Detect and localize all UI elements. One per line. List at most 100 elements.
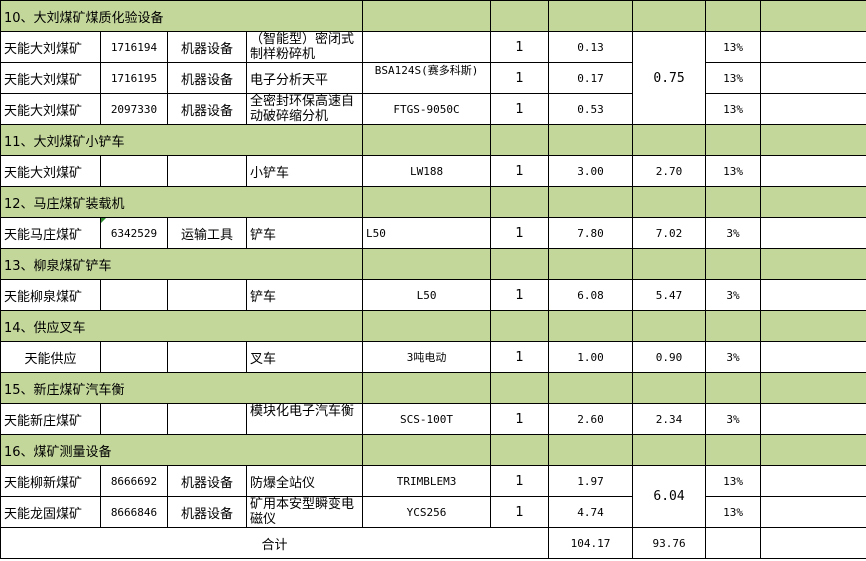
section-title[interactable]: 10、大刘煤矿煤质化验设备 — [0, 0, 364, 32]
section-cell[interactable] — [632, 124, 707, 156]
value-cell[interactable]: 7.80 — [548, 217, 634, 249]
asset-code-cell[interactable] — [100, 403, 168, 435]
section-cell[interactable] — [490, 372, 550, 404]
section-cell[interactable] — [760, 0, 866, 32]
asset-name-cell[interactable]: 小铲车 — [245, 155, 364, 187]
company-cell[interactable]: 天能供应 — [0, 341, 101, 373]
section-title[interactable]: 11、大刘煤矿小铲车 — [0, 124, 364, 156]
section-cell[interactable] — [760, 310, 866, 342]
tax-rate-cell[interactable]: 13% — [705, 93, 762, 125]
category-cell[interactable]: 运输工具 — [167, 217, 247, 249]
section-cell[interactable] — [548, 0, 634, 32]
asset-name-cell[interactable]: （智能型）密闭式制样粉碎机 — [245, 31, 364, 63]
section-cell[interactable] — [705, 124, 762, 156]
empty-cell[interactable] — [760, 496, 866, 528]
net-value-cell[interactable]: 6.04 — [632, 465, 707, 528]
empty-cell[interactable] — [760, 341, 866, 373]
quantity-cell[interactable]: 1 — [490, 341, 550, 373]
model-cell[interactable]: YCS256 — [362, 496, 492, 528]
section-cell[interactable] — [760, 248, 866, 280]
quantity-cell[interactable]: 1 — [490, 279, 550, 311]
section-cell[interactable] — [705, 372, 762, 404]
section-cell[interactable] — [548, 186, 634, 218]
section-cell[interactable] — [548, 434, 634, 466]
section-cell[interactable] — [548, 248, 634, 280]
section-cell[interactable] — [705, 248, 762, 280]
empty-cell[interactable] — [760, 279, 866, 311]
tax-rate-cell[interactable]: 3% — [705, 279, 762, 311]
company-cell[interactable]: 天能大刘煤矿 — [0, 93, 101, 125]
section-title[interactable]: 14、供应叉车 — [0, 310, 364, 342]
empty-cell[interactable] — [760, 465, 866, 497]
asset-code-cell[interactable] — [100, 341, 168, 373]
tax-rate-cell[interactable]: 3% — [705, 217, 762, 249]
tax-rate-cell[interactable]: 13% — [705, 31, 762, 63]
company-cell[interactable]: 天能大刘煤矿 — [0, 31, 101, 63]
empty-cell[interactable] — [705, 527, 762, 559]
section-cell[interactable] — [632, 310, 707, 342]
net-value-cell[interactable]: 0.90 — [632, 341, 707, 373]
section-cell[interactable] — [490, 310, 550, 342]
asset-code-cell[interactable] — [100, 279, 168, 311]
section-cell[interactable] — [705, 434, 762, 466]
company-cell[interactable]: 天能柳新煤矿 — [0, 465, 101, 497]
total-net-value[interactable]: 93.76 — [632, 527, 707, 559]
company-cell[interactable]: 天能大刘煤矿 — [0, 62, 101, 94]
section-cell[interactable] — [548, 310, 634, 342]
section-cell[interactable] — [705, 186, 762, 218]
quantity-cell[interactable]: 1 — [490, 31, 550, 63]
value-cell[interactable]: 1.97 — [548, 465, 634, 497]
company-cell[interactable]: 天能龙固煤矿 — [0, 496, 101, 528]
quantity-cell[interactable]: 1 — [490, 465, 550, 497]
section-cell[interactable] — [362, 0, 492, 32]
value-cell[interactable]: 2.60 — [548, 403, 634, 435]
empty-cell[interactable] — [760, 62, 866, 94]
total-value[interactable]: 104.17 — [548, 527, 634, 559]
net-value-cell[interactable]: 7.02 — [632, 217, 707, 249]
category-cell[interactable]: 机器设备 — [167, 496, 247, 528]
company-cell[interactable]: 天能大刘煤矿 — [0, 155, 101, 187]
asset-code-cell[interactable]: 8666846 — [100, 496, 168, 528]
net-value-cell[interactable]: 2.70 — [632, 155, 707, 187]
category-cell[interactable]: 机器设备 — [167, 93, 247, 125]
asset-name-cell[interactable]: 防爆全站仪 — [245, 465, 364, 497]
section-cell[interactable] — [760, 434, 866, 466]
category-cell[interactable] — [167, 155, 247, 187]
value-cell[interactable]: 1.00 — [548, 341, 634, 373]
section-cell[interactable] — [632, 434, 707, 466]
category-cell[interactable] — [167, 403, 247, 435]
company-cell[interactable]: 天能新庄煤矿 — [0, 403, 101, 435]
tax-rate-cell[interactable]: 13% — [705, 465, 762, 497]
tax-rate-cell[interactable]: 3% — [705, 341, 762, 373]
total-label[interactable]: 合计 — [0, 527, 550, 559]
model-cell[interactable]: L50 — [362, 279, 492, 311]
asset-code-cell[interactable]: 8666692 — [100, 465, 168, 497]
section-cell[interactable] — [490, 248, 550, 280]
asset-name-cell[interactable]: 矿用本安型瞬变电磁仪 — [245, 496, 364, 528]
section-cell[interactable] — [490, 0, 550, 32]
asset-code-cell[interactable]: 1716194 — [100, 31, 168, 63]
category-cell[interactable]: 机器设备 — [167, 62, 247, 94]
section-cell[interactable] — [548, 372, 634, 404]
empty-cell[interactable] — [760, 93, 866, 125]
quantity-cell[interactable]: 1 — [490, 217, 550, 249]
category-cell[interactable]: 机器设备 — [167, 465, 247, 497]
value-cell[interactable]: 6.08 — [548, 279, 634, 311]
model-cell[interactable]: SCS-100T — [362, 403, 492, 435]
section-cell[interactable] — [632, 186, 707, 218]
value-cell[interactable]: 4.74 — [548, 496, 634, 528]
section-cell[interactable] — [362, 186, 492, 218]
company-cell[interactable]: 天能柳泉煤矿 — [0, 279, 101, 311]
section-cell[interactable] — [705, 310, 762, 342]
model-cell[interactable]: BSA124S(赛多科斯) — [362, 62, 492, 94]
section-cell[interactable] — [362, 310, 492, 342]
model-cell[interactable] — [362, 31, 492, 63]
value-cell[interactable]: 0.17 — [548, 62, 634, 94]
section-cell[interactable] — [632, 372, 707, 404]
section-cell[interactable] — [362, 248, 492, 280]
asset-code-cell[interactable]: 6342529 — [100, 217, 168, 249]
model-cell[interactable]: L50 — [362, 217, 492, 249]
model-cell[interactable]: TRIMBLEM3 — [362, 465, 492, 497]
net-value-cell[interactable]: 2.34 — [632, 403, 707, 435]
quantity-cell[interactable]: 1 — [490, 496, 550, 528]
